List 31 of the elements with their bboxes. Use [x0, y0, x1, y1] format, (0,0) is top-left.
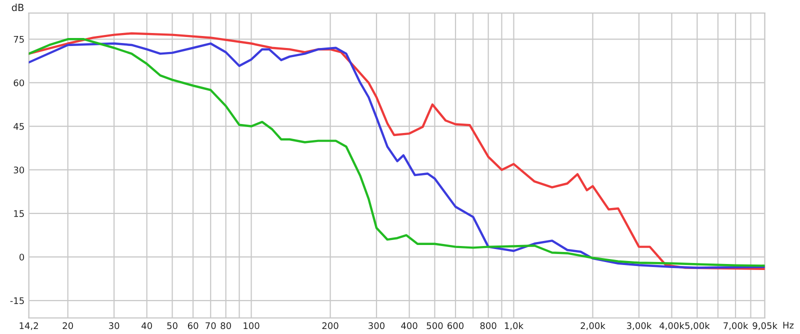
y-axis-title: dB: [12, 4, 24, 12]
x-tick-label: 100: [244, 322, 260, 330]
x-tick-label: 300: [368, 322, 385, 330]
x-tick-label: 4,00k: [660, 322, 684, 330]
x-tick-label: 5,00k: [685, 322, 710, 330]
x-axis-title: Hz: [783, 322, 794, 328]
y-tick-label: 15: [14, 210, 24, 217]
y-tick-label: 60: [14, 79, 24, 86]
x-tick-label: 3,00k: [626, 322, 652, 330]
x-tick-label: 50: [167, 322, 178, 330]
x-tick-label: 800: [480, 322, 496, 330]
x-tick-label: 7,00k: [724, 322, 748, 330]
x-tick-label: 600: [448, 322, 464, 330]
x-tick-label: 500: [426, 322, 443, 330]
x-tick-label: 80: [220, 322, 231, 330]
x-tick-label: 200: [322, 322, 338, 330]
x-tick-label: 14,2: [20, 322, 38, 330]
x-tick-label: 30: [108, 322, 120, 330]
x-tick-label: 2,00k: [580, 322, 606, 330]
y-tick-label: -15: [10, 297, 24, 304]
y-tick-label: 75: [14, 36, 24, 43]
x-tick-label: 1,0k: [504, 322, 524, 330]
x-tick-label: 9,05k: [752, 322, 778, 330]
y-tick-label: 30: [14, 166, 24, 174]
x-tick-label: 40: [142, 322, 152, 330]
y-tick-label: 0: [19, 254, 24, 261]
x-tick-label: 70: [206, 322, 216, 330]
y-tick-label: 45: [14, 123, 24, 130]
x-tick-label: 60: [188, 322, 198, 330]
x-tick-label: 20: [62, 322, 73, 330]
x-tick-label: 400: [401, 322, 418, 330]
